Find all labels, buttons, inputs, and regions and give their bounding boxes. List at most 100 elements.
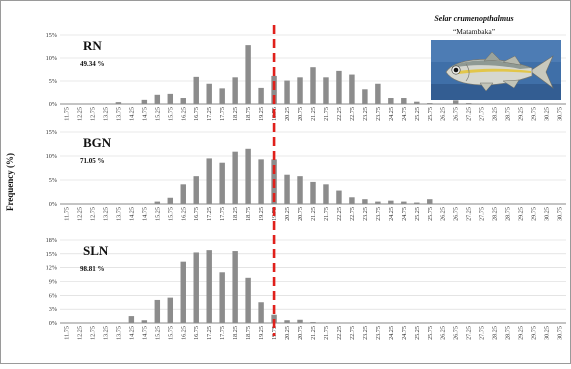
- x-tick-label: 15.75: [167, 107, 174, 121]
- bar: [206, 84, 211, 104]
- y-tick-label: 0%: [49, 320, 57, 327]
- x-tick-label: 24.25: [388, 326, 395, 340]
- x-tick-label: 17.75: [219, 207, 226, 221]
- x-tick-label: 19.25: [258, 107, 265, 121]
- y-tick-label: 15%: [46, 251, 57, 258]
- x-tick-label: 27.25: [466, 207, 473, 221]
- x-tick-label: 24.75: [401, 207, 408, 221]
- bar: [245, 45, 250, 104]
- x-tick-label: 13.25: [102, 107, 109, 121]
- x-tick-label: 16.25: [180, 107, 187, 121]
- species-common-name: “Matambaka”: [453, 27, 495, 36]
- x-tick-label: 24.75: [401, 326, 408, 340]
- x-tick-label: 21.75: [323, 107, 330, 121]
- bar: [388, 201, 393, 204]
- x-tick-label: 11.75: [63, 326, 70, 340]
- x-tick-label: 25.75: [427, 107, 434, 121]
- bar: [181, 184, 186, 204]
- bar: [116, 102, 121, 104]
- bar: [155, 300, 160, 323]
- x-tick-label: 22.75: [349, 107, 356, 121]
- x-tick-label: 18.25: [232, 107, 239, 121]
- x-tick-label: 29.25: [518, 326, 525, 340]
- x-tick-label: 24.25: [388, 207, 395, 221]
- x-tick-label: 12.75: [89, 107, 96, 121]
- bar: [168, 198, 173, 204]
- bar: [375, 202, 380, 204]
- x-tick-label: 21.25: [310, 207, 317, 221]
- x-tick-label: 26.75: [453, 107, 460, 121]
- x-tick-label: 14.75: [141, 207, 148, 221]
- bar: [168, 94, 173, 104]
- x-tick-label: 12.25: [76, 326, 83, 340]
- bar: [194, 77, 199, 104]
- bar: [232, 251, 237, 323]
- bar: [401, 98, 406, 104]
- bar: [232, 152, 237, 204]
- x-tick-label: 22.25: [336, 326, 343, 340]
- y-tick-label: 18%: [46, 237, 57, 244]
- x-tick-label: 18.75: [245, 107, 252, 121]
- bar: [206, 158, 211, 204]
- x-tick-label: 21.25: [310, 326, 317, 340]
- x-tick-label: 30.75: [557, 207, 564, 221]
- x-tick-label: 17.25: [206, 207, 213, 221]
- x-tick-label: 20.75: [297, 207, 304, 221]
- bar: [297, 77, 302, 104]
- x-tick-label: 23.75: [375, 326, 382, 340]
- bar: [414, 203, 419, 204]
- bar: [323, 77, 328, 104]
- x-tick-label: 29.75: [531, 326, 538, 340]
- x-tick-label: 18.75: [245, 207, 252, 221]
- x-tick-label: 27.25: [466, 107, 473, 121]
- y-tick-label: 10%: [46, 153, 57, 160]
- bar: [297, 320, 302, 323]
- x-tick-label: 13.75: [115, 326, 122, 340]
- x-tick-label: 21.75: [323, 326, 330, 340]
- x-tick-label: 28.75: [505, 107, 512, 121]
- x-tick-label: 26.75: [453, 326, 460, 340]
- x-tick-label: 26.25: [440, 107, 447, 121]
- x-tick-label: 27.75: [479, 107, 486, 121]
- bar: [258, 302, 263, 323]
- x-tick-label: 27.25: [466, 326, 473, 340]
- bar: [427, 199, 432, 204]
- x-tick-label: 30.25: [544, 326, 551, 340]
- bar: [155, 202, 160, 204]
- x-tick-label: 19.25: [258, 207, 265, 221]
- x-tick-label: 12.25: [76, 207, 83, 221]
- bar: [181, 262, 186, 323]
- x-tick-label: 20.75: [297, 326, 304, 340]
- panel-percentage: 49.34 %: [80, 60, 105, 68]
- bar: [284, 175, 289, 204]
- x-tick-label: 16.75: [193, 207, 200, 221]
- bar: [401, 202, 406, 204]
- x-tick-label: 22.75: [349, 326, 356, 340]
- x-tick-label: 13.25: [102, 207, 109, 221]
- x-tick-label: 30.25: [544, 207, 551, 221]
- bar: [245, 278, 250, 323]
- x-tick-label: 23.25: [362, 326, 369, 340]
- x-tick-label: 20.25: [284, 326, 291, 340]
- x-tick-label: 28.25: [492, 207, 499, 221]
- bar: [375, 84, 380, 104]
- y-tick-label: 5%: [49, 177, 57, 184]
- x-tick-label: 24.75: [401, 107, 408, 121]
- y-tick-label: 15%: [46, 129, 57, 136]
- bar: [323, 184, 328, 204]
- panel-title: SLN: [83, 243, 109, 258]
- bar: [206, 250, 211, 323]
- bar: [129, 316, 134, 323]
- x-tick-label: 17.25: [206, 326, 213, 340]
- x-tick-label: 23.75: [375, 107, 382, 121]
- x-tick-label: 29.25: [518, 207, 525, 221]
- bar: [284, 81, 289, 104]
- bar: [219, 88, 224, 104]
- bar: [155, 95, 160, 104]
- x-tick-label: 26.25: [440, 326, 447, 340]
- y-tick-label: 5%: [49, 78, 57, 85]
- panel-title: BGN: [83, 135, 112, 150]
- bar: [349, 75, 354, 104]
- x-tick-label: 14.75: [141, 107, 148, 121]
